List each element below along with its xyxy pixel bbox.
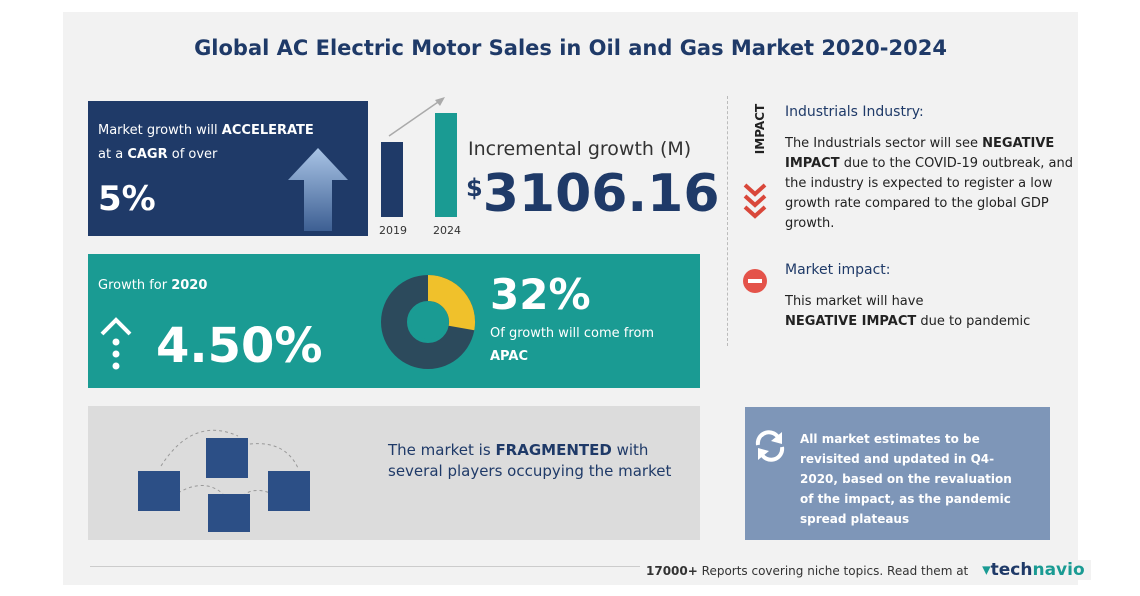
buildings-icon <box>138 429 310 532</box>
divider <box>727 96 729 346</box>
year-label: 2019 <box>379 224 407 237</box>
text: The market is <box>388 441 491 459</box>
market-impact-text: This market will have NEGATIVE IMPACT du… <box>785 292 1055 332</box>
currency: $ <box>466 174 483 202</box>
text: due to the COVID-19 outbreak, and the in… <box>785 156 1073 231</box>
market-text: The market is FRAGMENTED with several pl… <box>388 440 688 482</box>
amount: 3106.16 <box>482 164 720 224</box>
text: Growth for <box>98 278 168 293</box>
bold: FRAGMENTED <box>495 441 612 459</box>
text: Market growth will <box>98 123 218 138</box>
footer-rule <box>90 566 1050 567</box>
region-name: APAC <box>490 349 528 364</box>
growth-value: 4.50% <box>156 318 323 374</box>
text: of over <box>171 147 218 162</box>
industry-text: The Industrials sector will see NEGATIVE… <box>785 134 1075 234</box>
minus-icon <box>743 269 767 293</box>
cagr-text: Market growth will ACCELERATE at a CAGR … <box>98 119 348 167</box>
mini-bars <box>381 97 457 217</box>
growth-box: Growth for 2020 4.50% 32% Of growth will… <box>88 254 700 388</box>
text: due to pandemic <box>920 314 1031 329</box>
note-text: All market estimates to be revisited and… <box>800 432 1012 526</box>
region-text: Of growth will come from <box>490 326 655 341</box>
incremental-label: Incremental growth (M) <box>468 138 692 160</box>
growth-icon <box>100 317 132 370</box>
title: Global AC Electric Motor Sales in Oil an… <box>194 36 947 60</box>
growth-label: Growth for 2020 <box>98 278 207 293</box>
bold: CAGR <box>127 147 168 162</box>
text: This market will have <box>785 294 924 309</box>
brand: navio <box>1032 560 1085 580</box>
bold: ACCELERATE <box>221 123 314 138</box>
note-box: All market estimates to be revisited and… <box>745 407 1050 540</box>
incremental-value: $3106.16 <box>466 164 720 224</box>
footer: 17000+ Reports covering niche topics. Re… <box>640 560 1091 580</box>
text: with several players occupying the marke… <box>388 441 672 480</box>
bold: NEGATIVE IMPACT <box>785 314 917 329</box>
market-impact-title: Market impact: <box>785 262 891 278</box>
text: Reports covering niche topics. Read them… <box>701 564 969 578</box>
bold: 17000+ <box>646 564 698 578</box>
cagr-value: 5% <box>98 179 156 219</box>
donut <box>381 274 475 369</box>
market-box: The market is FRAGMENTED with several pl… <box>88 406 700 540</box>
up-arrow <box>288 148 348 231</box>
impact-label: IMPACT <box>753 103 768 155</box>
text: at a <box>98 147 124 162</box>
brand: tech <box>990 560 1033 580</box>
bold: NEGATIVE IMPACT <box>785 136 1055 171</box>
region-value: 32% <box>490 270 591 319</box>
bold: 2020 <box>171 278 208 293</box>
industry-title: Industrials Industry: <box>785 104 924 120</box>
year-label: 2024 <box>433 224 461 237</box>
text: The Industrials sector will see <box>785 136 979 151</box>
refresh-icon <box>755 430 785 462</box>
cagr-box: Market growth will ACCELERATE at a CAGR … <box>88 101 368 236</box>
chevrons <box>743 183 767 219</box>
